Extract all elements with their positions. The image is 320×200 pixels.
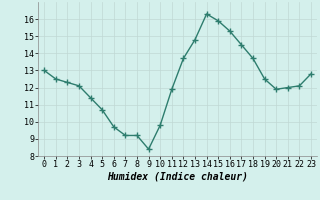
X-axis label: Humidex (Indice chaleur): Humidex (Indice chaleur) [107,172,248,182]
